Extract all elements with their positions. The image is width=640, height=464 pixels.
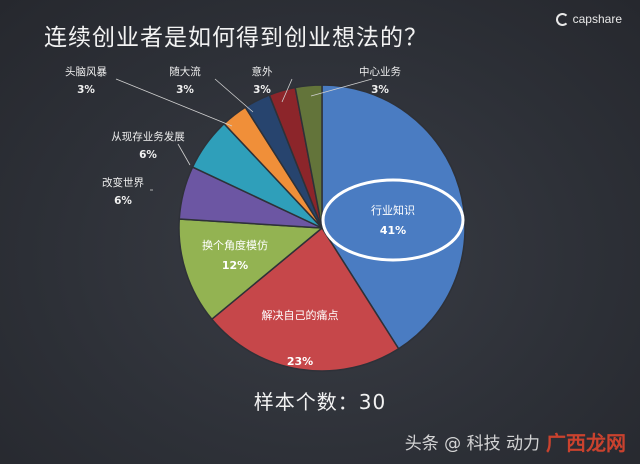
- leader-line: [214, 78, 254, 113]
- slice-value-label: 41%: [380, 224, 406, 237]
- slice-labels: 行业知识 41% 解决自己的痛点 23% 换个角度模仿 12% 改变世界 6% 从现存业务发展 6…: [65, 65, 415, 368]
- pie-slices: [178, 84, 466, 372]
- slice-value-label: 3%: [253, 84, 271, 96]
- pie-slice: [178, 218, 324, 321]
- sample-size-label: 样本个数：30: [253, 390, 387, 414]
- brand-name: capshare: [572, 12, 622, 26]
- highlight-ellipse: [321, 178, 465, 262]
- brand: capshare: [555, 12, 622, 26]
- slice-value-label: 23%: [287, 355, 313, 368]
- watermark-text: 头条 @ 科技 动力: [404, 434, 540, 454]
- pie-slice: [294, 84, 323, 229]
- slice-label: 解决自己的痛点: [262, 308, 339, 322]
- slice-label: 意外: [252, 65, 273, 78]
- leader-line: [177, 143, 191, 166]
- slice-value-label: 3%: [176, 84, 194, 96]
- chart-title: 连续创业者是如何得到创业想法的？: [44, 25, 428, 51]
- slice-label: 行业知识: [371, 203, 415, 217]
- leader-line: [281, 78, 293, 103]
- leader-lines: [115, 78, 373, 191]
- slice-value-label: 6%: [114, 195, 132, 207]
- slice-label: 中心业务: [359, 65, 401, 78]
- slice-value-label: 3%: [77, 84, 95, 96]
- slice-label: 换个角度模仿: [202, 238, 268, 252]
- pie-slice: [210, 226, 400, 372]
- slice-label: 改变世界: [102, 176, 144, 189]
- capshare-logo-icon: [555, 12, 569, 26]
- leader-line: [115, 78, 233, 127]
- slice-value-label: 3%: [371, 84, 389, 96]
- slice-label: 从现存业务发展: [111, 130, 185, 143]
- slice-label: 头脑风暴: [65, 65, 107, 78]
- watermark: 头条 @ 科技 动力 广西龙网: [405, 427, 626, 456]
- watermark-overlay: 广西龙网: [546, 431, 626, 455]
- slice-value-label: 6%: [139, 149, 157, 161]
- slice-value-label: 12%: [222, 259, 248, 272]
- leader-line: [310, 78, 373, 97]
- slice-label: 随大流: [169, 65, 201, 78]
- pie-slice: [321, 84, 466, 350]
